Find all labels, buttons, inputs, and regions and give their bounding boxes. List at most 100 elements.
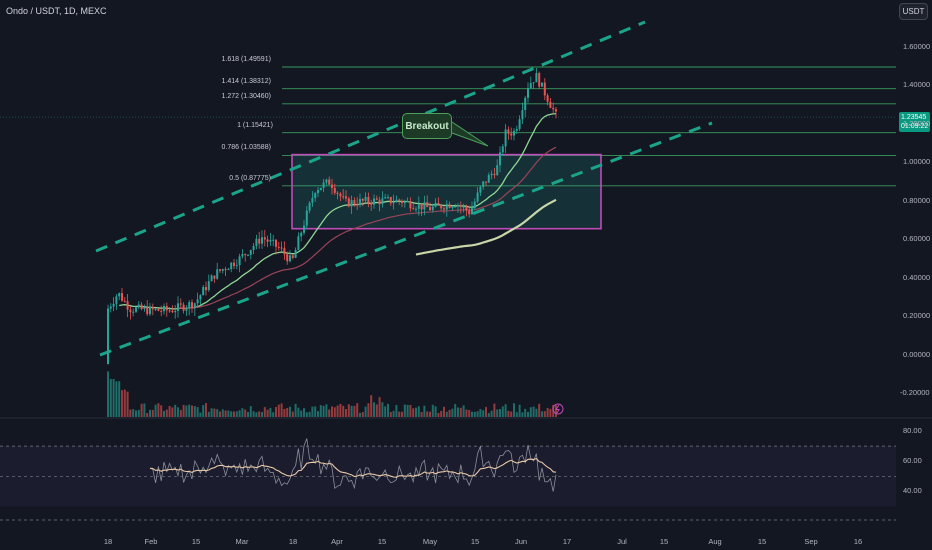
volume-bar <box>546 407 549 417</box>
candle-body <box>205 287 207 291</box>
candle-body <box>219 269 221 271</box>
volume-bar <box>328 409 331 417</box>
candle-body <box>406 201 409 203</box>
candle-body <box>227 269 230 271</box>
volume-bar <box>515 412 518 417</box>
candle-body <box>154 308 157 310</box>
volume-bar <box>179 410 182 417</box>
volume-bar <box>499 408 501 417</box>
candle-body <box>266 239 269 242</box>
time-axis-label: Apr <box>331 537 343 546</box>
volume-bar <box>151 409 154 417</box>
candle-body <box>328 179 331 185</box>
volume-bar <box>112 378 115 417</box>
candle-body <box>244 254 247 256</box>
candle-body <box>185 308 188 311</box>
volume-bar <box>280 403 283 417</box>
lightning-icon <box>555 404 560 414</box>
candle-body <box>255 238 258 246</box>
volume-bar <box>219 411 221 417</box>
last-price-tag: 1.23545 01:09:22 <box>899 112 930 132</box>
volume-bar <box>381 402 384 417</box>
price-axis-label: 0.00000 <box>903 349 931 359</box>
volume-bar <box>143 403 146 417</box>
volume-bar <box>207 411 210 417</box>
candle-body <box>137 304 140 308</box>
volume-bar <box>193 406 196 417</box>
volume-bar <box>137 409 140 417</box>
volume-bar <box>529 407 532 417</box>
candle-body <box>507 129 510 134</box>
volume-bar <box>345 409 347 417</box>
candle-body <box>434 202 437 207</box>
candle-body <box>191 302 193 309</box>
currency-button[interactable]: USDT <box>899 3 928 20</box>
candle-body <box>275 239 277 247</box>
volume-bar <box>291 411 294 417</box>
volume-bar <box>398 411 401 417</box>
volume-bar <box>174 404 177 417</box>
candle-body <box>350 200 353 207</box>
candle-body <box>510 133 513 136</box>
volume-bar <box>342 405 345 417</box>
candle-body <box>233 262 235 266</box>
candle-body <box>339 193 342 197</box>
candle-body <box>485 181 487 183</box>
candle-body <box>373 198 375 205</box>
candle-body <box>471 208 473 215</box>
ema-slow-line <box>415 198 557 256</box>
volume-bar <box>177 407 179 417</box>
volume-bar <box>319 405 322 417</box>
rsi-axis-label: 60.00 <box>903 456 922 466</box>
candle-body <box>378 199 381 205</box>
volume-bar <box>109 378 112 417</box>
volume-bar <box>359 412 361 417</box>
candle-body <box>179 303 182 305</box>
volume-bar <box>473 411 476 417</box>
volume-bar <box>275 406 277 417</box>
volume-bar <box>392 410 395 417</box>
time-axis-label: 18 <box>288 537 298 546</box>
price-axis-label: 0.60000 <box>903 234 931 244</box>
candle-body <box>409 201 412 209</box>
volume-bar <box>249 406 252 417</box>
volume-bar <box>115 381 118 417</box>
candle-body <box>177 303 179 311</box>
fib-level-label: 1.414 (1.38312) <box>221 77 271 85</box>
volume-bar <box>339 403 342 417</box>
candle-body <box>403 201 406 204</box>
volume-bar <box>168 405 171 417</box>
candle-body <box>149 306 151 315</box>
time-axis-label: Jun <box>514 537 528 546</box>
candle-body <box>216 269 219 279</box>
time-axis-label: 15 <box>659 537 669 546</box>
volume-bar <box>361 412 364 417</box>
volume-bar <box>294 403 297 417</box>
candle-body <box>476 192 479 202</box>
volume-bar <box>493 403 496 417</box>
fib-level-label: 1.618 (1.49591) <box>221 56 271 63</box>
volume-bar <box>247 411 249 417</box>
candle-body <box>202 287 205 296</box>
candle-body <box>300 232 303 237</box>
volume-bar <box>227 410 230 417</box>
candle-body <box>286 254 289 262</box>
volume-bar <box>375 404 378 417</box>
candle-body <box>431 206 434 211</box>
volume-bar <box>448 409 451 417</box>
volume-bar <box>431 404 434 417</box>
price-axis-label: -0.20000 <box>900 388 930 397</box>
breakout-annotation[interactable]: Breakout <box>402 113 452 139</box>
candle-body <box>524 97 527 111</box>
symbol-title[interactable]: Ondo / USDT, 1D, MEXC <box>6 6 107 16</box>
volume-bar <box>297 407 300 417</box>
candle-body <box>317 190 319 194</box>
candle-body <box>359 198 361 206</box>
rsi-ma-line <box>149 457 557 478</box>
volume-bar <box>185 405 188 417</box>
volume-bar <box>157 403 160 417</box>
breakout-pointer <box>451 121 489 147</box>
volume-bar <box>135 410 137 417</box>
